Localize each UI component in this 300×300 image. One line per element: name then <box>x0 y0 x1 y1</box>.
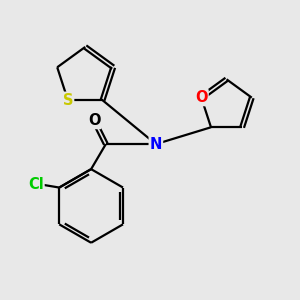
Text: N: N <box>150 136 162 152</box>
Text: O: O <box>88 113 100 128</box>
Text: O: O <box>195 90 208 105</box>
Text: Cl: Cl <box>28 177 44 192</box>
Text: S: S <box>63 93 73 108</box>
